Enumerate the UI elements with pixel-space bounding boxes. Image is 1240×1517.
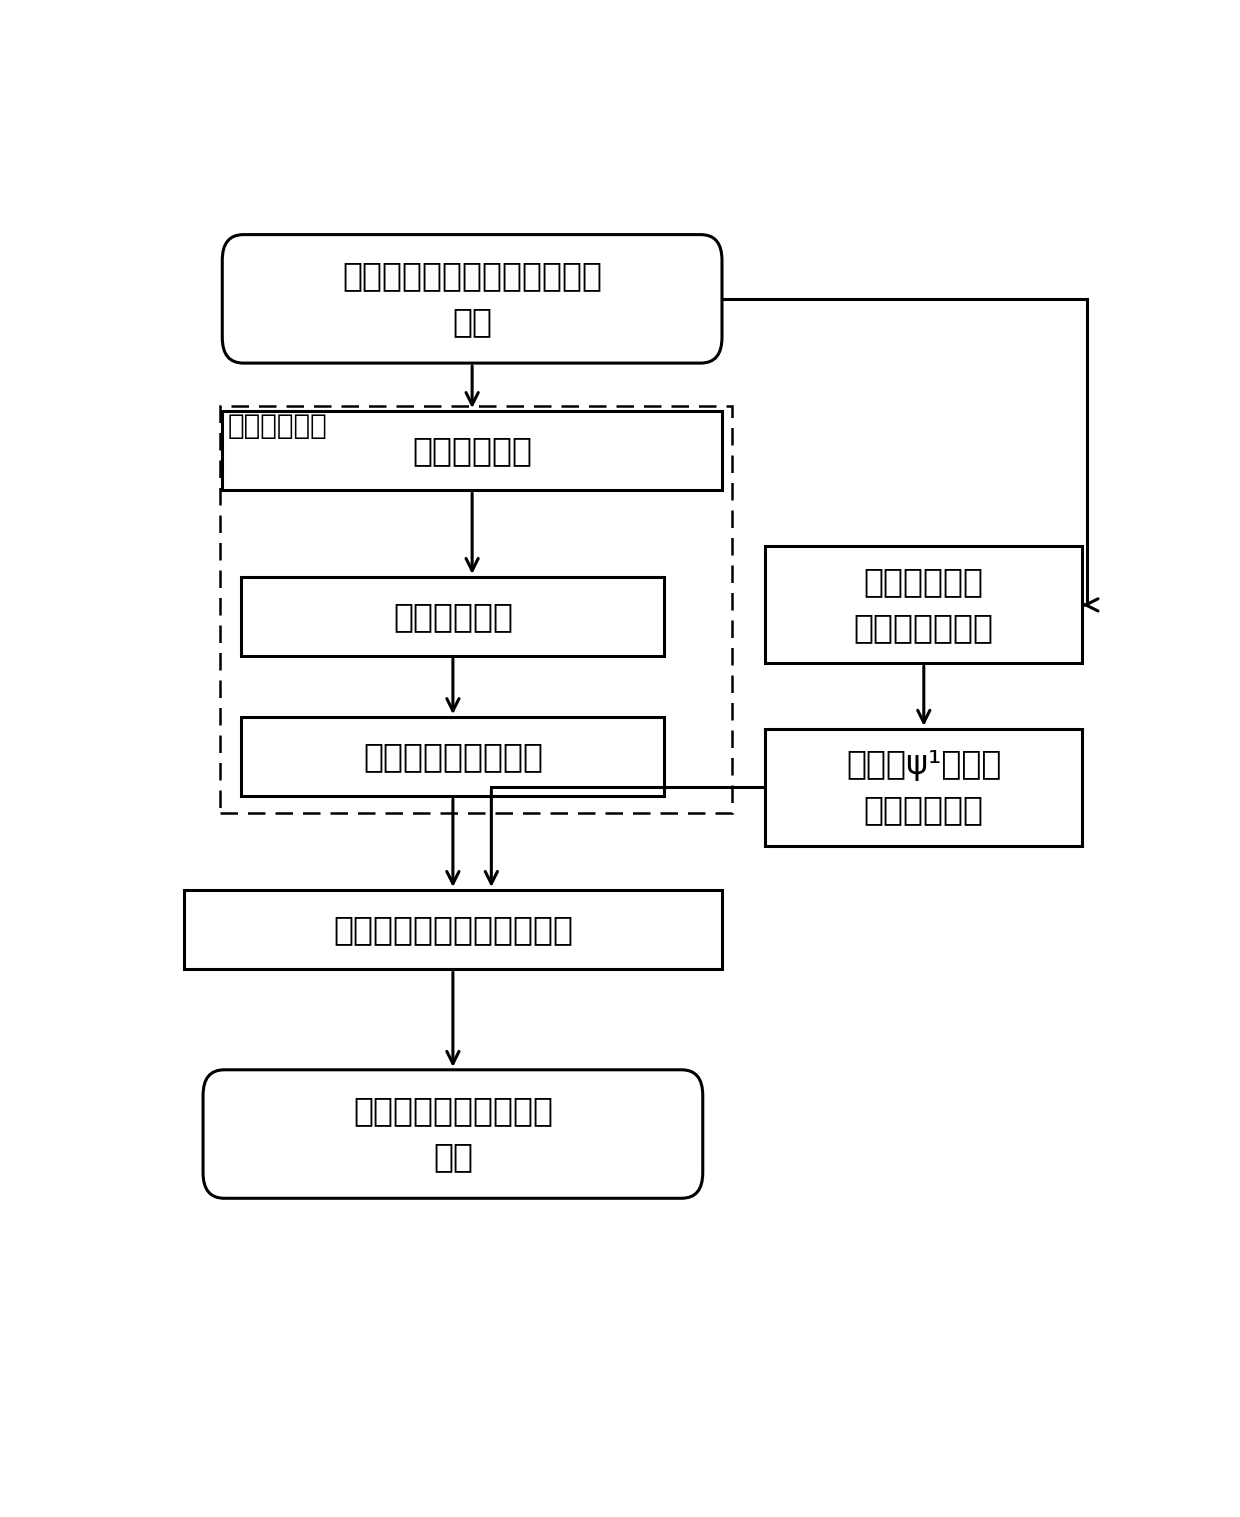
Text: 偏转角ψ¹表达式
待定系数确定: 偏转角ψ¹表达式 待定系数确定 bbox=[846, 748, 1002, 827]
FancyBboxPatch shape bbox=[242, 718, 665, 796]
Text: 盘鼓组合结构
有限元静力仿真: 盘鼓组合结构 有限元静力仿真 bbox=[854, 566, 993, 645]
Text: 鼓筒受力分析: 鼓筒受力分析 bbox=[393, 601, 513, 633]
Text: 外加弯矩等效: 外加弯矩等效 bbox=[412, 434, 532, 467]
FancyBboxPatch shape bbox=[765, 546, 1083, 663]
Text: 盘鼓组合结构参数、载荷条件
输入: 盘鼓组合结构参数、载荷条件 输入 bbox=[342, 259, 603, 338]
Text: 弹性理论分析: 弹性理论分析 bbox=[228, 413, 327, 440]
FancyBboxPatch shape bbox=[203, 1069, 703, 1198]
FancyBboxPatch shape bbox=[222, 411, 722, 490]
FancyBboxPatch shape bbox=[222, 235, 722, 363]
Text: 盘鼓组合结构弯曲刚度
输出: 盘鼓组合结构弯曲刚度 输出 bbox=[353, 1095, 553, 1174]
Text: 连接环偏转变形推导: 连接环偏转变形推导 bbox=[363, 740, 543, 774]
FancyBboxPatch shape bbox=[184, 890, 722, 969]
FancyBboxPatch shape bbox=[242, 576, 665, 657]
FancyBboxPatch shape bbox=[765, 728, 1083, 845]
Text: 盘鼓组合界面弯曲刚度计算: 盘鼓组合界面弯曲刚度计算 bbox=[332, 913, 573, 947]
